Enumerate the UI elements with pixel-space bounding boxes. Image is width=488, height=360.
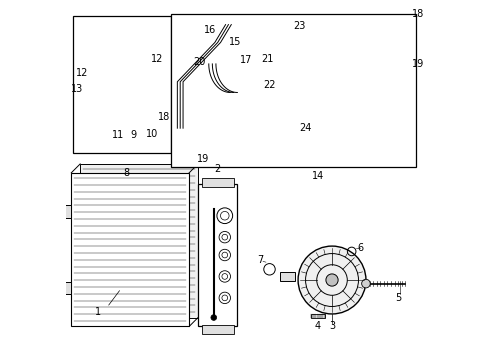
Bar — [64, 282, 71, 294]
Text: 5: 5 — [394, 293, 401, 303]
Text: 19: 19 — [197, 154, 209, 163]
Text: 14: 14 — [311, 171, 323, 181]
Circle shape — [210, 315, 216, 320]
Text: 13: 13 — [70, 84, 82, 94]
Text: 21: 21 — [261, 54, 273, 64]
Text: 1: 1 — [95, 307, 101, 317]
Text: 11: 11 — [111, 130, 123, 140]
Text: 4: 4 — [314, 321, 320, 332]
Text: 9: 9 — [130, 130, 137, 140]
Bar — [233, 55, 241, 73]
Text: 8: 8 — [123, 168, 129, 178]
Bar — [280, 272, 294, 281]
Bar — [201, 178, 233, 187]
Circle shape — [361, 279, 369, 288]
Bar — [310, 314, 324, 318]
Text: 3: 3 — [328, 321, 334, 332]
Text: 12: 12 — [76, 68, 88, 78]
Text: 16: 16 — [204, 25, 216, 35]
Text: 24: 24 — [299, 123, 311, 133]
Text: 6: 6 — [357, 243, 363, 253]
Text: 12: 12 — [150, 54, 163, 64]
Text: 22: 22 — [263, 80, 275, 90]
Text: 19: 19 — [411, 59, 424, 69]
Bar — [223, 30, 230, 37]
Bar — [80, 164, 198, 318]
Text: 10: 10 — [145, 129, 158, 139]
Bar — [71, 173, 189, 327]
Bar — [64, 205, 71, 218]
Text: 15: 15 — [229, 37, 241, 48]
Text: 20: 20 — [193, 57, 205, 67]
Circle shape — [298, 246, 365, 314]
Text: 18: 18 — [411, 9, 424, 19]
Text: 18: 18 — [158, 112, 170, 122]
Text: 17: 17 — [240, 55, 252, 65]
Text: 2: 2 — [214, 164, 221, 174]
Text: 7: 7 — [257, 255, 263, 265]
Bar — [73, 16, 171, 153]
Circle shape — [325, 274, 337, 286]
Bar — [198, 184, 237, 327]
Bar — [171, 14, 415, 167]
Text: 23: 23 — [293, 21, 305, 31]
Bar — [201, 325, 233, 334]
